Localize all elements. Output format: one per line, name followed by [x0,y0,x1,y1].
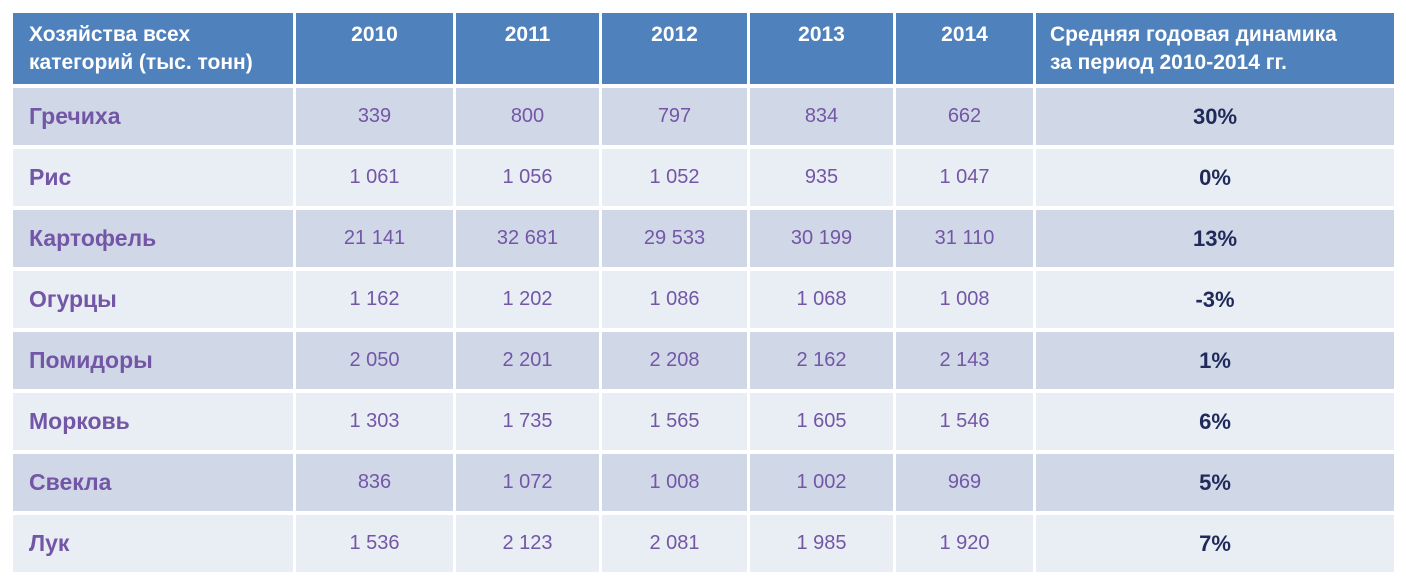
header-dynamics-label: Средняя годовая динамика за период 2010-… [1050,23,1337,74]
value-cell-2013: 935 [750,149,896,206]
value-cell-2013: 1 068 [750,271,896,328]
value-cell-2011: 1 202 [456,271,602,328]
crop-name: Лук [13,515,296,572]
header-category-label: Хозяйства всех категорий (тыс. тонн) [13,13,296,84]
value-cell-2010: 21 141 [296,210,456,267]
value-cell-2012: 2 208 [602,332,750,389]
value-cell-2012: 1 052 [602,149,750,206]
table-row: Помидоры 2 050 2 201 2 208 2 162 2 143 1% [13,328,1394,389]
dynamics-cell: 13% [1192,225,1238,251]
value-cell-2014: 1 047 [896,149,1036,206]
crop-name: Гречиха [13,88,296,145]
value-cell-2011: 2 201 [456,332,602,389]
value-cell-2014: 2 143 [896,332,1036,389]
table-header-row: Хозяйства всех категорий (тыс. тонн) 201… [13,13,1394,84]
crop-name: Морковь [13,393,296,450]
table-row: Огурцы 1 162 1 202 1 086 1 068 1 008 -3% [13,267,1394,328]
value-cell-2014: 662 [896,88,1036,145]
dynamics-cell: 6% [1199,408,1231,434]
dynamics-cell: 7% [1199,530,1231,556]
header-year-2014: 2014 [896,13,1036,84]
value-cell-2013: 1 985 [750,515,896,572]
header-year-2012: 2012 [602,13,750,84]
crop-name: Свекла [13,454,296,511]
value-cell-2010: 1 303 [296,393,456,450]
crop-name: Огурцы [13,271,296,328]
value-cell-2011: 1 735 [456,393,602,450]
header-year-2011: 2011 [456,13,602,84]
value-cell-2014: 1 008 [896,271,1036,328]
value-cell-2010: 1 536 [296,515,456,572]
value-cell-2012: 1 086 [602,271,750,328]
value-cell-2013: 1 605 [750,393,896,450]
crop-name: Помидоры [13,332,296,389]
value-cell-2011: 1 072 [456,454,602,511]
value-cell-2014: 969 [896,454,1036,511]
value-cell-2013: 2 162 [750,332,896,389]
dynamics-cell: -3% [1195,286,1235,312]
dynamics-cell: 0% [1199,164,1231,190]
value-cell-2010: 2 050 [296,332,456,389]
table-row: Морковь 1 303 1 735 1 565 1 605 1 546 6% [13,389,1394,450]
crop-table: Хозяйства всех категорий (тыс. тонн) 201… [13,13,1394,572]
value-cell-2012: 29 533 [602,210,750,267]
value-cell-2012: 1 008 [602,454,750,511]
value-cell-2010: 339 [296,88,456,145]
value-cell-2010: 1 162 [296,271,456,328]
crop-name: Рис [13,149,296,206]
table-row: Гречиха 339 800 797 834 662 30% [13,84,1394,145]
value-cell-2014: 31 110 [896,210,1036,267]
value-cell-2010: 836 [296,454,456,511]
value-cell-2011: 1 056 [456,149,602,206]
table-row: Лук 1 536 2 123 2 081 1 985 1 920 7% [13,511,1394,572]
value-cell-2010: 1 061 [296,149,456,206]
table-row: Свекла 836 1 072 1 008 1 002 969 5% [13,450,1394,511]
dynamics-cell: 30% [1192,103,1238,129]
value-cell-2011: 800 [456,88,602,145]
value-cell-2011: 32 681 [456,210,602,267]
table-body: Гречиха 339 800 797 834 662 30% Рис 1 061 1 056 1 … [13,84,1394,572]
table-row: Рис 1 061 1 056 1 052 935 1 047 0% [13,145,1394,206]
value-cell-2012: 1 565 [602,393,750,450]
dynamics-cell: 5% [1199,469,1231,495]
value-cell-2013: 834 [750,88,896,145]
value-cell-2012: 2 081 [602,515,750,572]
header-year-2010: 2010 [296,13,456,84]
value-cell-2012: 797 [602,88,750,145]
value-cell-2014: 1 920 [896,515,1036,572]
table-row: Картофель 21 141 32 681 29 533 30 199 31 110 1… [13,206,1394,267]
dynamics-cell: 1% [1199,347,1231,373]
crop-name: Картофель [13,210,296,267]
value-cell-2014: 1 546 [896,393,1036,450]
value-cell-2011: 2 123 [456,515,602,572]
value-cell-2013: 1 002 [750,454,896,511]
header-year-2013: 2013 [750,13,896,84]
value-cell-2013: 30 199 [750,210,896,267]
